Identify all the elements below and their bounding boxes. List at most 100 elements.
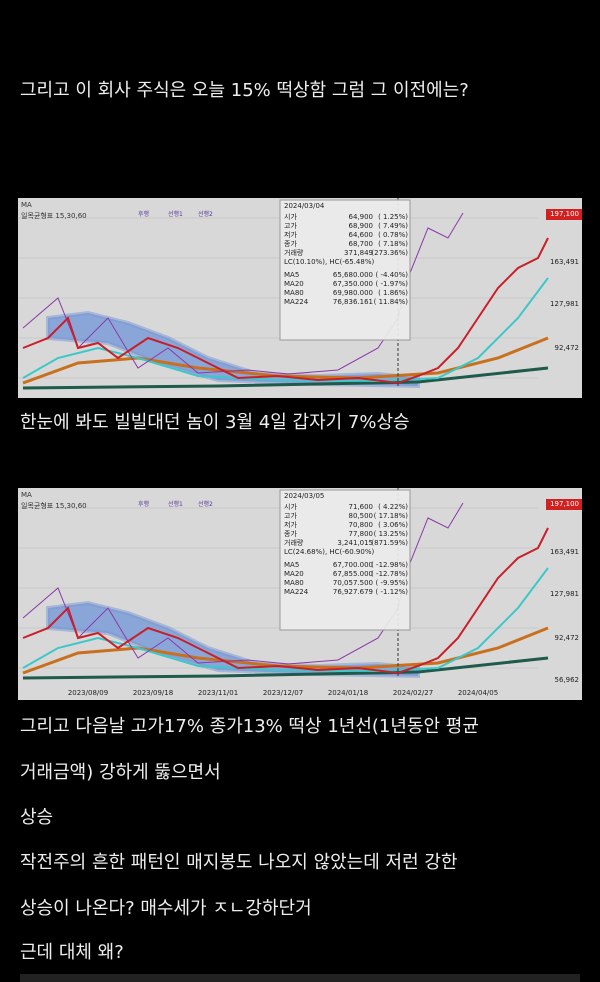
- row-label: 시가: [284, 502, 297, 511]
- ma-pct: ( 11.84%): [374, 298, 409, 306]
- ma-pct: ( -1.97%): [376, 280, 409, 288]
- ma-name: MA224: [284, 588, 309, 596]
- legend-item: 선행1: [168, 210, 183, 218]
- paragraph: 근데 대체 왜?: [20, 942, 124, 963]
- price-label: 127,981: [550, 590, 579, 598]
- legend-item: 후행: [138, 500, 149, 508]
- caption: 한눈에 봐도 빌빌대던 놈이 3월 4일 갑자기 7%상승: [20, 412, 410, 433]
- date-label: 2023/12/07: [263, 689, 303, 697]
- price-label: 197,100: [550, 500, 579, 508]
- ma-value: 67,350.000: [333, 280, 373, 288]
- row-pct: ( 0.78%): [378, 231, 408, 239]
- row-pct: ( 1.25%): [378, 213, 408, 221]
- row-label: 종가: [284, 239, 297, 248]
- row-pct: ( 13.25%): [374, 530, 409, 538]
- ma-value: 70,057.500: [333, 579, 373, 587]
- ma-value: 65,680.000: [333, 271, 373, 279]
- ma-pct: ( -9.95%): [376, 579, 409, 587]
- legend-item: 선행2: [198, 500, 213, 508]
- lagging: [22, 212, 464, 375]
- date-label: 2024/01/18: [328, 689, 368, 697]
- row-label: 거래량: [284, 248, 304, 257]
- lagging: [22, 502, 464, 665]
- range-info: LC(10.10%), HC(-65.48%): [284, 258, 374, 266]
- ma-name: MA224: [284, 298, 309, 306]
- info-date: 2024/03/04: [284, 202, 325, 210]
- price-label: 197,100: [550, 210, 579, 218]
- info-box: [279, 489, 411, 631]
- price-label: 163,491: [550, 258, 579, 266]
- date-label: 2024/02/27: [393, 689, 433, 697]
- price-highlight: [546, 499, 582, 510]
- ma-224: [22, 366, 549, 390]
- ma-value: 67,700.000: [333, 561, 373, 569]
- indicator-label: 일목균형표 15,30,60: [21, 211, 87, 220]
- row-value: 371,849: [344, 249, 373, 257]
- row-value: 64,900: [349, 213, 374, 221]
- row-value: 70,800: [349, 521, 374, 529]
- paragraph: 작전주의 흔한 패턴인 매지봉도 나오지 않았는데 저런 강한: [20, 852, 458, 873]
- ma-value: 76,836.161: [333, 298, 373, 306]
- ma-20: [22, 567, 549, 673]
- row-value: 64,600: [349, 231, 374, 239]
- price: [22, 237, 549, 385]
- date-label: 2023/09/18: [133, 689, 173, 697]
- row-pct: ( 4.22%): [378, 503, 408, 511]
- ma-label: MA: [21, 491, 32, 499]
- indicator-label: 일목균형표 15,30,60: [21, 501, 87, 510]
- row-value: 80,500: [349, 512, 374, 520]
- next-post-strip: [20, 974, 580, 982]
- stock-chart: MA 일목균형표 15,30,60 후행 선행1 선행2 2024/03/05 시가 71,6…: [18, 488, 582, 700]
- row-value: 71,600: [349, 503, 374, 511]
- legend-item: 선행2: [198, 210, 213, 218]
- row-pct: (273.36%): [371, 249, 408, 257]
- row-label: 저가: [284, 520, 297, 529]
- row-label: 거래량: [284, 538, 304, 547]
- legend-item: 선행1: [168, 500, 183, 508]
- ma-pct: ( -1.12%): [376, 588, 409, 596]
- ma-name: MA5: [284, 561, 299, 569]
- row-label: 종가: [284, 529, 297, 538]
- ma-name: MA20: [284, 570, 304, 578]
- price: [22, 527, 549, 675]
- ma-pct: ( 1.86%): [378, 289, 408, 297]
- info-date: 2024/03/05: [284, 492, 324, 500]
- row-value: 3,241,015: [337, 539, 373, 547]
- ma-value: 69,980.000: [333, 289, 373, 297]
- price-label: 92,472: [555, 344, 580, 352]
- stock-chart: MA 일목균형표 15,30,60 후행 선행1 선행2 2024/03/04 시가 64,9…: [18, 198, 582, 398]
- price-label: 127,981: [550, 300, 579, 308]
- row-pct: (871.59%): [371, 539, 408, 547]
- paragraph: 상승이 나온다? 매수세가 ㅈㄴ강하단거: [20, 898, 312, 919]
- ma-20: [22, 277, 549, 383]
- intro-text: 그리고 이 회사 주식은 오늘 15% 떡상함 그럼 그 이전에는?: [20, 80, 469, 101]
- paragraph: 상승: [20, 807, 54, 828]
- ma-value: 76,927.679: [333, 588, 373, 596]
- row-label: 고가: [284, 221, 297, 230]
- price-label: 163,491: [550, 548, 579, 556]
- ma-pct: ( -12.78%): [371, 570, 408, 578]
- ma-name: MA80: [284, 579, 304, 587]
- row-label: 저가: [284, 230, 297, 239]
- row-pct: ( 7.49%): [378, 222, 408, 230]
- paragraph: 그리고 다음날 고가17% 종가13% 떡상 1년선(1년동안 평균: [20, 716, 479, 737]
- ma-value: 67,855.000: [333, 570, 373, 578]
- row-pct: ( 17.18%): [374, 512, 409, 520]
- ma-name: MA80: [284, 289, 304, 297]
- paragraph: 거래금액) 강하게 뚫으면서: [20, 762, 221, 783]
- ma-name: MA20: [284, 280, 304, 288]
- row-value: 77,800: [349, 530, 374, 538]
- price-label: 56,962: [555, 676, 580, 684]
- row-label: 고가: [284, 511, 297, 520]
- row-pct: ( 7.18%): [378, 240, 408, 248]
- legend-item: 후행: [138, 210, 149, 218]
- info-box: [279, 199, 411, 341]
- price-label: 92,472: [555, 634, 580, 642]
- date-label: 2023/08/09: [68, 689, 108, 697]
- ma-pct: ( -4.40%): [376, 271, 409, 279]
- range-info: LC(24.68%), HC(-60.90%): [284, 548, 374, 556]
- row-value: 68,700: [349, 240, 374, 248]
- row-value: 68,900: [349, 222, 374, 230]
- ma-224: [22, 656, 549, 680]
